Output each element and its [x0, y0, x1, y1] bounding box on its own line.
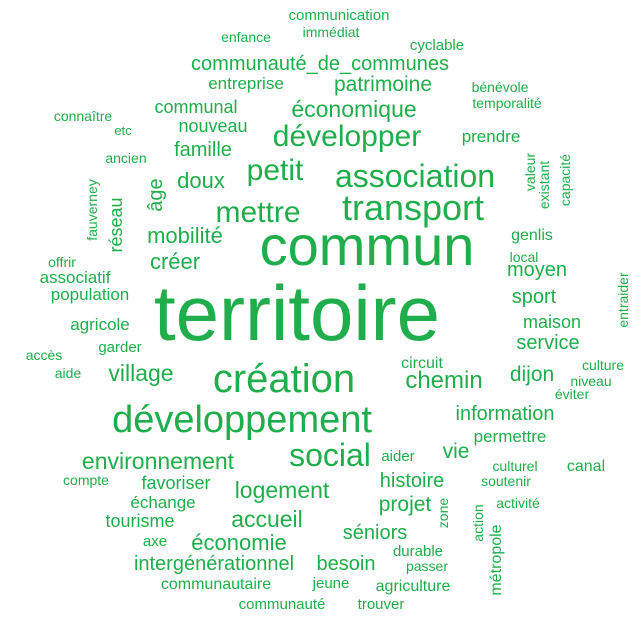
word: mettre [215, 196, 300, 229]
word: garder [98, 339, 141, 356]
word: cyclable [410, 37, 464, 54]
word: associatif [40, 268, 111, 287]
word: communautaire [161, 576, 271, 593]
word: permettre [474, 427, 547, 446]
word: créer [150, 249, 200, 274]
word: ancien [105, 150, 146, 166]
word: accueil [231, 506, 303, 532]
word: économie [191, 530, 286, 555]
word: social [289, 437, 371, 473]
word: communal [154, 97, 237, 117]
word: passer [406, 558, 448, 574]
word: durable [393, 543, 443, 560]
word: aider [381, 448, 414, 465]
word: trouver [358, 596, 405, 613]
word: logement [235, 477, 330, 503]
word: canal [567, 458, 605, 475]
word: développement [112, 399, 372, 441]
word: action [470, 504, 486, 541]
word: immédiat [303, 24, 360, 40]
word: intergénérationnel [134, 553, 294, 575]
word: axe [143, 533, 167, 550]
word: capacité [557, 154, 573, 206]
word: mobilité [147, 223, 223, 248]
word: enfance [221, 29, 271, 45]
word: communication [289, 7, 390, 24]
word: communauté [239, 596, 326, 613]
word: agriculture [376, 578, 451, 595]
word: commun [260, 214, 475, 277]
word: population [51, 285, 129, 304]
word: jeune [312, 575, 350, 592]
word: chemin [405, 367, 482, 394]
word: développer [273, 120, 421, 153]
word: métropole [488, 524, 505, 595]
word: compte [63, 472, 109, 488]
word: offrir [48, 254, 76, 270]
word: niveau [570, 373, 611, 389]
word: valeur [522, 153, 538, 191]
word: dijon [510, 363, 554, 386]
word: projet [379, 493, 432, 516]
word: création [213, 357, 355, 401]
word: patrimoine [334, 73, 432, 96]
word: environnement [82, 448, 235, 474]
word: famille [174, 139, 232, 161]
word: territoire [154, 269, 440, 357]
word: temporalité [472, 95, 541, 111]
word: économique [291, 96, 416, 122]
word: nouveau [178, 116, 247, 136]
word: soutenir [481, 473, 531, 489]
word: tourisme [105, 511, 174, 531]
word: agricole [70, 315, 130, 334]
word: bénévole [472, 79, 529, 95]
word: entraider [615, 272, 631, 328]
word: sport [512, 286, 557, 308]
word: aide [55, 365, 82, 381]
word: activité [496, 495, 540, 511]
word: histoire [380, 470, 444, 492]
word: circuit [401, 355, 443, 372]
word: fauverney [84, 179, 100, 240]
word: éviter [555, 386, 590, 402]
word: prendre [462, 127, 521, 146]
word: entreprise [208, 74, 284, 93]
word: échange [130, 493, 195, 512]
word: réseau [106, 197, 126, 252]
word: moyen [507, 259, 567, 281]
word: service [516, 332, 579, 354]
word: information [456, 403, 555, 425]
word: communauté_de_communes [191, 53, 449, 75]
word: vie [443, 440, 470, 463]
word: genlis [511, 227, 553, 244]
word: doux [177, 168, 225, 193]
word: village [108, 360, 173, 386]
word: culturel [492, 458, 537, 474]
word: zone [435, 498, 451, 529]
word: transport [342, 187, 484, 228]
word: association [335, 158, 495, 194]
word: local [510, 249, 539, 265]
word: âge [145, 178, 167, 211]
word: séniors [343, 522, 407, 544]
word: etc [114, 123, 132, 138]
word: culture [582, 357, 624, 373]
word: connaître [54, 108, 113, 124]
word: favoriser [141, 473, 210, 493]
word: besoin [317, 553, 376, 575]
word: accès [26, 347, 63, 363]
word: existant [536, 161, 552, 209]
word: petit [247, 154, 304, 187]
word: maison [523, 312, 581, 332]
